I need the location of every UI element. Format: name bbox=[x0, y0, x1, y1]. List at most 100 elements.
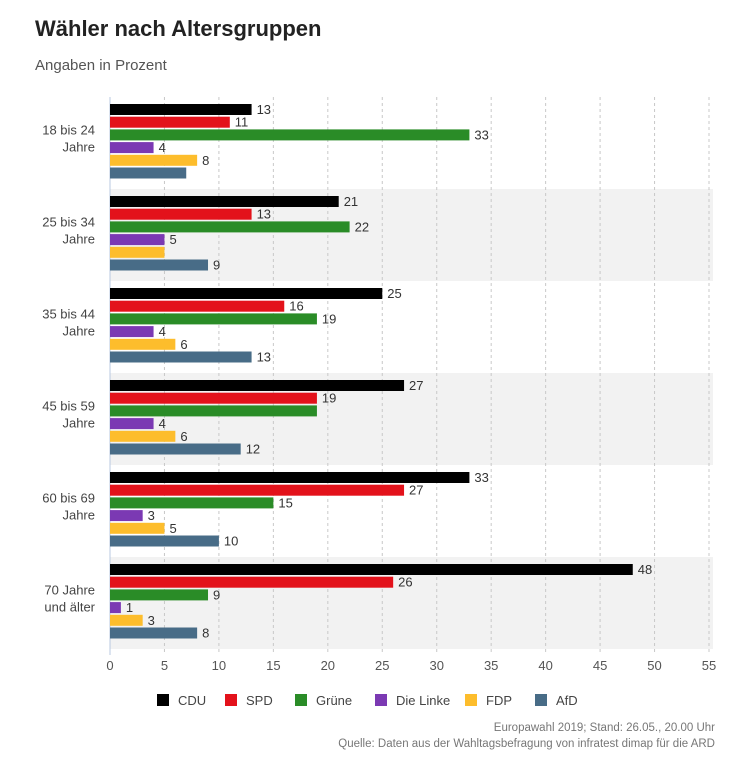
category-label: Jahre bbox=[62, 140, 95, 155]
data-label: 5 bbox=[169, 521, 176, 536]
x-tick-label: 30 bbox=[429, 658, 443, 673]
category-label: 18 bis 24 bbox=[42, 123, 95, 138]
category-label: Jahre bbox=[62, 232, 95, 247]
bar-grüne bbox=[110, 221, 350, 233]
bar-cdu bbox=[110, 288, 383, 299]
legend-swatch bbox=[157, 694, 169, 706]
data-label: 27 bbox=[409, 483, 423, 498]
legend-swatch bbox=[375, 694, 387, 706]
bar-cdu bbox=[110, 196, 339, 207]
footer-source: Quelle: Daten aus der Wahltagsbefragung … bbox=[338, 738, 715, 750]
bar-fdp bbox=[110, 522, 165, 534]
chart-title: Wähler nach Altersgruppen bbox=[35, 16, 322, 41]
bar-die-linke bbox=[110, 326, 154, 338]
bar-grüne bbox=[110, 497, 274, 509]
bar-afd bbox=[110, 627, 198, 639]
data-label: 21 bbox=[344, 194, 358, 209]
bar-afd bbox=[110, 443, 241, 455]
bar-die-linke bbox=[110, 142, 154, 154]
category-label: Jahre bbox=[62, 324, 95, 339]
category-label: 60 bis 69 bbox=[42, 491, 95, 506]
bar-grüne bbox=[110, 405, 317, 417]
legend-swatch bbox=[295, 694, 307, 706]
bar-grüne bbox=[110, 313, 317, 325]
x-tick-label: 5 bbox=[161, 658, 168, 673]
category-label: 70 Jahre bbox=[44, 583, 95, 598]
data-label: 12 bbox=[246, 442, 260, 457]
data-label: 1 bbox=[126, 600, 133, 615]
data-label: 13 bbox=[257, 350, 271, 365]
x-tick-label: 20 bbox=[321, 658, 335, 673]
chart-subtitle: Angaben in Prozent bbox=[35, 57, 167, 74]
bar-spd bbox=[110, 484, 405, 496]
x-tick-label: 45 bbox=[593, 658, 607, 673]
bar-spd bbox=[110, 208, 252, 220]
category-label: Jahre bbox=[62, 508, 95, 523]
x-tick-label: 35 bbox=[484, 658, 498, 673]
data-label: 4 bbox=[159, 324, 166, 339]
data-label: 6 bbox=[180, 429, 187, 444]
bar-fdp bbox=[110, 338, 176, 350]
bar-grüne bbox=[110, 129, 470, 141]
bar-die-linke bbox=[110, 418, 154, 430]
bar-afd bbox=[110, 259, 209, 271]
x-tick-label: 15 bbox=[266, 658, 280, 673]
bar-afd bbox=[110, 167, 187, 179]
data-label: 16 bbox=[289, 299, 303, 314]
data-label: 3 bbox=[148, 613, 155, 628]
bar-die-linke bbox=[110, 602, 121, 614]
legend-label: AfD bbox=[556, 693, 578, 708]
bar-cdu bbox=[110, 380, 405, 391]
data-label: 11 bbox=[235, 115, 249, 130]
category-label: 35 bis 44 bbox=[42, 307, 95, 322]
bar-afd bbox=[110, 351, 252, 363]
bar-spd bbox=[110, 116, 230, 128]
data-label: 8 bbox=[202, 153, 209, 168]
bar-fdp bbox=[110, 154, 198, 166]
x-tick-label: 10 bbox=[212, 658, 226, 673]
data-label: 33 bbox=[474, 470, 488, 485]
data-label: 33 bbox=[474, 127, 488, 142]
data-label: 9 bbox=[213, 587, 220, 602]
x-tick-label: 0 bbox=[106, 658, 113, 673]
legend-label: SPD bbox=[246, 693, 273, 708]
data-label: 19 bbox=[322, 311, 336, 326]
bar-die-linke bbox=[110, 510, 143, 522]
data-label: 6 bbox=[180, 337, 187, 352]
data-label: 10 bbox=[224, 534, 238, 549]
data-label: 19 bbox=[322, 391, 336, 406]
data-label: 3 bbox=[148, 508, 155, 523]
data-label: 9 bbox=[213, 258, 220, 273]
legend-swatch bbox=[465, 694, 477, 706]
category-label: 25 bis 34 bbox=[42, 215, 95, 230]
bar-spd bbox=[110, 300, 285, 312]
category-label: 45 bis 59 bbox=[42, 399, 95, 414]
bar-afd bbox=[110, 535, 219, 547]
data-label: 4 bbox=[159, 140, 166, 155]
legend-swatch bbox=[535, 694, 547, 706]
data-label: 13 bbox=[257, 102, 271, 117]
bar-spd bbox=[110, 576, 394, 588]
category-label: und älter bbox=[44, 600, 95, 615]
x-tick-label: 25 bbox=[375, 658, 389, 673]
data-label: 26 bbox=[398, 575, 412, 590]
bar-cdu bbox=[110, 104, 252, 115]
data-label: 8 bbox=[202, 626, 209, 641]
data-label: 15 bbox=[278, 495, 292, 510]
bar-cdu bbox=[110, 472, 470, 483]
data-label: 48 bbox=[638, 562, 652, 577]
data-label: 4 bbox=[159, 416, 166, 431]
data-label: 13 bbox=[257, 207, 271, 222]
x-tick-label: 40 bbox=[538, 658, 552, 673]
data-label: 25 bbox=[387, 286, 401, 301]
x-tick-label: 55 bbox=[702, 658, 716, 673]
footer-note: Europawahl 2019; Stand: 26.05., 20.00 Uh… bbox=[493, 722, 715, 734]
x-tick-label: 50 bbox=[647, 658, 661, 673]
data-label: 5 bbox=[169, 232, 176, 247]
category-label: Jahre bbox=[62, 416, 95, 431]
bar-spd bbox=[110, 392, 317, 404]
legend-label: CDU bbox=[178, 693, 206, 708]
bar-fdp bbox=[110, 430, 176, 442]
legend-label: Die Linke bbox=[396, 693, 450, 708]
